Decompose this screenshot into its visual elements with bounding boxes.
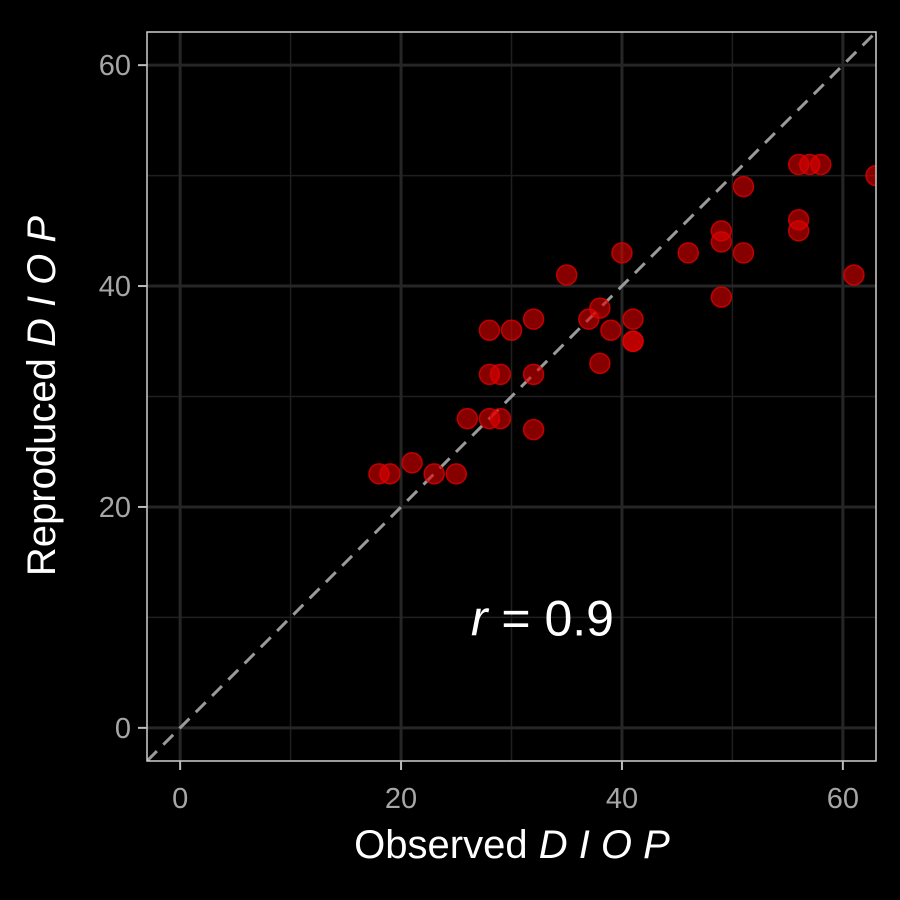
data-point (810, 153, 832, 176)
x-axis-title-text: Observed (354, 823, 527, 867)
data-point (379, 463, 401, 485)
data-point (732, 242, 755, 264)
data-points (368, 153, 876, 485)
major-gridlines (147, 32, 876, 761)
data-point (600, 319, 622, 341)
data-point (555, 264, 578, 286)
data-point (787, 220, 810, 242)
y-tick-label: 0 (115, 713, 131, 745)
x-axis-title: Observed D I O P (354, 823, 670, 867)
data-point (456, 407, 479, 430)
panel-border (146, 31, 877, 762)
data-point (611, 242, 633, 264)
data-point (423, 463, 445, 485)
data-point (478, 319, 501, 341)
data-point (522, 363, 545, 386)
y-axis-title: Reproduced D I O P (20, 216, 64, 577)
data-point (489, 363, 512, 386)
data-point (522, 418, 545, 441)
data-point (677, 242, 699, 264)
identity-reference-line (147, 32, 876, 761)
annotation-var: r (471, 590, 490, 646)
data-point (489, 407, 512, 430)
data-point (622, 308, 644, 330)
data-point (500, 319, 523, 341)
x-tick-label: 40 (606, 783, 638, 815)
data-point (865, 164, 876, 187)
x-tick-label: 0 (172, 783, 188, 815)
data-point (843, 264, 865, 286)
x-axis-title-italic: D I O P (539, 823, 670, 867)
plot-panel (146, 31, 877, 762)
data-point (622, 330, 644, 353)
y-tick-label: 40 (99, 271, 131, 303)
x-tick-label: 60 (827, 783, 859, 815)
data-point (710, 231, 733, 253)
data-point (710, 286, 733, 308)
y-axis-title-text: Reproduced (20, 358, 64, 576)
data-point (589, 297, 611, 319)
data-point (732, 175, 755, 198)
y-axis-title-italic: D I O P (20, 216, 64, 347)
x-tick-label: 20 (385, 783, 417, 815)
data-point (445, 463, 468, 485)
data-point (401, 452, 423, 474)
y-axis-ticks: 0 20 40 60 (99, 50, 147, 745)
y-tick-label: 60 (99, 50, 131, 82)
data-point (522, 308, 545, 330)
data-point (589, 352, 611, 375)
y-tick-label: 20 (99, 492, 131, 524)
correlation-annotation: r = 0.9 (471, 590, 614, 646)
annotation-value: = 0.9 (487, 590, 614, 646)
x-axis-ticks: 0 20 40 60 (172, 761, 859, 815)
